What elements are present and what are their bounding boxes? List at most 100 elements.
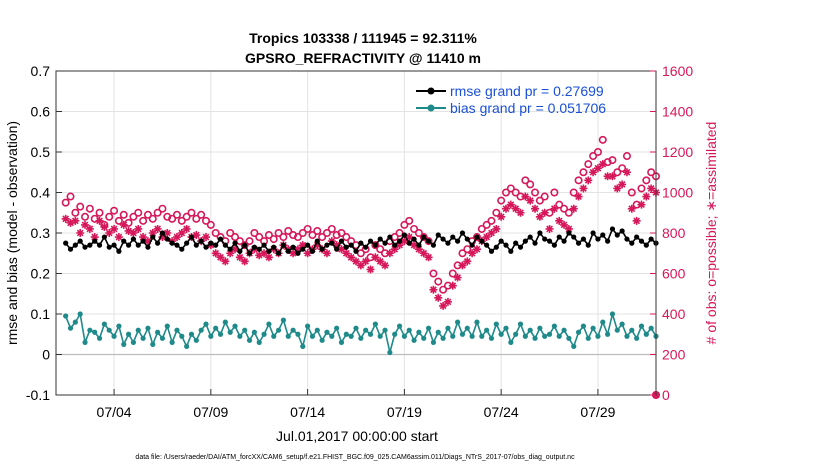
obs-assimilated-point	[632, 216, 641, 225]
rmse-point	[203, 244, 209, 250]
obs-possible-point	[197, 210, 206, 219]
rmse-point	[484, 242, 490, 248]
obs-assimilated-point	[555, 216, 564, 225]
obs-assimilated-point	[390, 245, 399, 254]
bias-point	[343, 331, 349, 337]
rmse-point	[571, 234, 577, 240]
bias-point	[522, 333, 528, 339]
obs-possible-point	[371, 241, 380, 250]
bias-point	[77, 311, 83, 317]
rmse-point	[82, 244, 88, 250]
obs-assimilated-point	[448, 281, 457, 290]
obs-possible-point	[560, 204, 569, 213]
bias-point	[121, 341, 127, 347]
rmse-point	[145, 244, 151, 250]
obs-possible-point	[414, 229, 423, 238]
bias-point	[566, 335, 572, 341]
legend-bias-label: bias grand pr = 0.051706	[450, 100, 606, 116]
obs-possible-point	[342, 233, 351, 242]
rmse-point	[271, 244, 277, 250]
bias-point	[580, 323, 587, 329]
left-axis: -0.1 0 0.1 0.2 0.3 0.4 0.5 0.6 0.7	[26, 63, 62, 403]
bias-point	[542, 333, 548, 339]
obs-assimilated-point	[593, 164, 602, 173]
obs-assimilated-point	[110, 224, 119, 233]
obs-possible-point	[531, 188, 540, 197]
bias-point	[237, 333, 243, 339]
obs-assimilated-point	[627, 204, 636, 213]
obs-assimilated-point	[584, 176, 593, 185]
rmse-point	[348, 242, 354, 248]
series-rmse	[63, 226, 659, 256]
obs-possible-point	[226, 229, 235, 238]
left-tick-label: 0.5	[31, 144, 51, 160]
rmse-point	[159, 230, 166, 236]
obs-possible-point	[405, 216, 414, 225]
rmse-point	[445, 240, 451, 246]
obs-possible-point	[434, 277, 443, 286]
rmse-point	[551, 242, 557, 248]
rmse-point	[246, 250, 253, 256]
obs-assimilated-point	[395, 241, 404, 250]
obs-assimilated-point	[289, 249, 298, 258]
rmse-point	[367, 238, 374, 244]
rmse-point	[121, 238, 127, 244]
obs-assimilated-point	[497, 212, 506, 221]
left-tick-label: -0.1	[26, 387, 50, 403]
obs-possible-point	[521, 176, 530, 185]
obs-possible-point	[439, 285, 448, 294]
bias-point	[184, 343, 190, 349]
rmse-point	[648, 236, 654, 242]
bias-point	[377, 333, 383, 339]
chart-title-line2: GPSRO_REFRACTIVITY @ 11410 m	[245, 50, 481, 66]
obs-assimilated-point	[202, 233, 210, 242]
obs-possible-point	[192, 214, 201, 223]
bias-point	[396, 323, 403, 329]
x-axis: 07/04 07/09 07/14 07/19 07/24 07/29	[97, 389, 616, 420]
bias-point	[213, 325, 219, 331]
rmse-point	[164, 236, 170, 242]
obs-possible-point	[337, 229, 346, 238]
rmse-point	[406, 240, 412, 246]
bias-point	[353, 325, 359, 331]
right-tick-label: 0	[662, 387, 670, 403]
rmse-point	[382, 240, 388, 246]
rmse-point	[116, 248, 122, 254]
obs-possible-point	[501, 188, 510, 197]
obs-assimilated-point	[603, 172, 612, 181]
right-tick-label: 600	[662, 266, 686, 282]
bias-point	[571, 343, 577, 349]
bias-point	[648, 325, 654, 331]
rmse-point	[193, 242, 199, 248]
rmse-point	[450, 234, 456, 240]
obs-assimilated-point	[332, 241, 341, 250]
obs-assimilated-point	[211, 249, 220, 258]
obs-possible-point	[589, 152, 598, 161]
bias-point	[638, 323, 645, 329]
obs-assimilated-point	[419, 249, 428, 258]
obs-assimilated-point	[400, 237, 409, 246]
rmse-point	[174, 242, 180, 248]
obs-assimilated-point	[153, 224, 162, 233]
bias-point	[179, 333, 185, 339]
bias-point	[401, 333, 407, 339]
obs-assimilated-point	[482, 233, 491, 242]
obs-possible-point	[158, 204, 167, 213]
obs-possible-point	[172, 210, 181, 219]
rmse-point	[198, 238, 204, 244]
obs-assimilated-point	[511, 204, 520, 213]
bias-point	[135, 327, 141, 333]
bias-point	[498, 331, 504, 337]
bias-point	[285, 333, 291, 339]
obs-assimilated-point	[192, 231, 201, 240]
obs-assimilated-point	[463, 257, 472, 266]
obs-assimilated-point	[424, 253, 433, 262]
obs-assimilated-point	[139, 233, 148, 242]
obs-possible-point	[647, 168, 656, 177]
bias-point	[72, 319, 78, 325]
obs-possible-point	[608, 156, 617, 165]
obs-assimilated-point	[613, 184, 622, 193]
obs-possible-point	[564, 208, 573, 217]
bias-point	[406, 327, 412, 333]
chart-title-line1: Tropics 103338 / 111945 = 92.311%	[249, 30, 477, 46]
